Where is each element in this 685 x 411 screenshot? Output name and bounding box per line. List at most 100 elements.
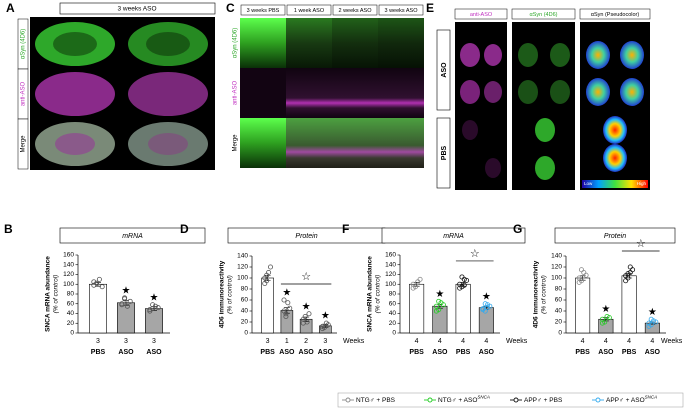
y-tick-label: 120: [551, 264, 562, 271]
y-tick-label: 100: [385, 281, 396, 288]
y-tick-label: 0: [244, 330, 248, 337]
y-tick-label: 60: [555, 297, 563, 304]
y-tick-label: 0: [558, 330, 562, 337]
y-tick-label: 120: [385, 271, 396, 278]
legend-label: NTG♂ + PBS: [356, 397, 396, 404]
y-tick-label: 40: [389, 310, 397, 317]
y-tick-label: 0: [70, 330, 74, 337]
y-tick-label: 100: [63, 281, 74, 288]
brain-sections: [35, 22, 208, 166]
row-label-box: [17, 118, 29, 170]
data-point: [91, 279, 97, 285]
x-week-label: 4: [604, 338, 608, 345]
panel-label: A: [6, 1, 15, 15]
y-axis-label: (% of control): [227, 275, 234, 314]
legend-name: APP♂ + PBS: [524, 397, 563, 404]
x-week-label: 3: [152, 338, 156, 345]
data-point: [485, 305, 491, 311]
y-tick-label: 20: [67, 320, 75, 327]
y-tick-label: 60: [241, 297, 249, 304]
row-label: Merge: [233, 134, 239, 152]
y-tick-label: 80: [67, 291, 75, 298]
y-tick-label: 40: [555, 308, 563, 315]
title-box: [381, 227, 526, 244]
data-point: [625, 271, 631, 277]
y-tick-label: 0: [392, 330, 396, 337]
legend-label: APP♂ + PBS: [524, 397, 563, 404]
header-box: [378, 4, 424, 16]
y-tick-label: 140: [63, 261, 74, 268]
legend-marker: [513, 397, 519, 403]
x-tick-label: ASO: [299, 349, 315, 356]
x-week-label: 3: [96, 338, 100, 345]
y-tick-label: 160: [63, 252, 74, 259]
significance-star: ★: [122, 286, 131, 297]
row-label: anti-ASO: [233, 80, 239, 105]
data-point: [440, 302, 446, 308]
y-tick-label: 140: [551, 253, 562, 260]
x-tick-label: PBS: [260, 349, 275, 356]
bar: [89, 283, 107, 334]
data-point: [583, 272, 589, 278]
data-point: [127, 298, 133, 304]
bar: [409, 283, 425, 334]
bracket-star: ☆: [301, 271, 311, 283]
y-axis-label: SNCA mRNA abundance: [367, 256, 374, 332]
data-point: [461, 282, 467, 288]
x-tick-label: PBS: [409, 349, 424, 356]
data-point: [480, 307, 486, 313]
data-point: [436, 298, 442, 304]
column-header: 3 weeks ASO: [117, 6, 156, 13]
data-point: [285, 300, 291, 306]
significance-star: ★: [601, 304, 610, 315]
data-point: [459, 274, 465, 280]
y-tick-label: 60: [67, 300, 75, 307]
data-point: [464, 277, 470, 283]
header-box: [454, 8, 508, 20]
row-label: anti-ASO: [21, 81, 27, 106]
x-tick-label: ASO: [318, 349, 334, 356]
y-tick-label: 80: [389, 291, 397, 298]
significance-star: ★: [648, 307, 657, 318]
legend-superscript: SNCA: [477, 395, 490, 400]
y-tick-label: 20: [389, 320, 397, 327]
x-week-label: 4: [627, 338, 631, 345]
data-point: [283, 313, 289, 319]
legend-marker: [595, 397, 601, 403]
group-label: ASO: [441, 62, 448, 78]
error-bar: [579, 275, 586, 281]
significance-star: ★: [150, 292, 159, 303]
data-point: [576, 279, 582, 285]
legend-label: NTG♂ + ASOSNCA: [438, 395, 490, 404]
data-point: [119, 302, 125, 308]
y-axis-label: (% of control): [541, 275, 548, 314]
data-point: [122, 295, 128, 301]
data-point: [306, 311, 312, 317]
x-tick-label: PBS: [456, 349, 471, 356]
y-tick-label: 140: [385, 261, 396, 268]
legend-superscript: SNCA: [645, 395, 658, 400]
y-tick-label: 120: [237, 264, 248, 271]
x-week-label: 4: [484, 338, 488, 345]
x-week-label: 2: [304, 338, 308, 345]
x-tick-label: ASO: [645, 349, 661, 356]
bar: [280, 310, 294, 334]
y-axis-label: (% of control): [53, 275, 60, 314]
column-header: anti-ASO: [470, 12, 493, 18]
panel-label: C: [226, 1, 235, 15]
x-week-label: 1: [285, 338, 289, 345]
y-tick-label: 80: [241, 286, 249, 293]
significance-star: ★: [321, 311, 330, 322]
significance-star: ★: [435, 289, 444, 300]
data-point: [147, 308, 153, 314]
group-box: [436, 117, 451, 189]
y-tick-label: 120: [63, 271, 74, 278]
y-tick-label: 100: [551, 275, 562, 282]
data-point: [602, 319, 608, 325]
data-point: [281, 297, 287, 303]
data-point: [124, 303, 130, 309]
error-bar: [264, 274, 271, 282]
data-point: [94, 280, 100, 286]
data-point: [627, 264, 633, 270]
